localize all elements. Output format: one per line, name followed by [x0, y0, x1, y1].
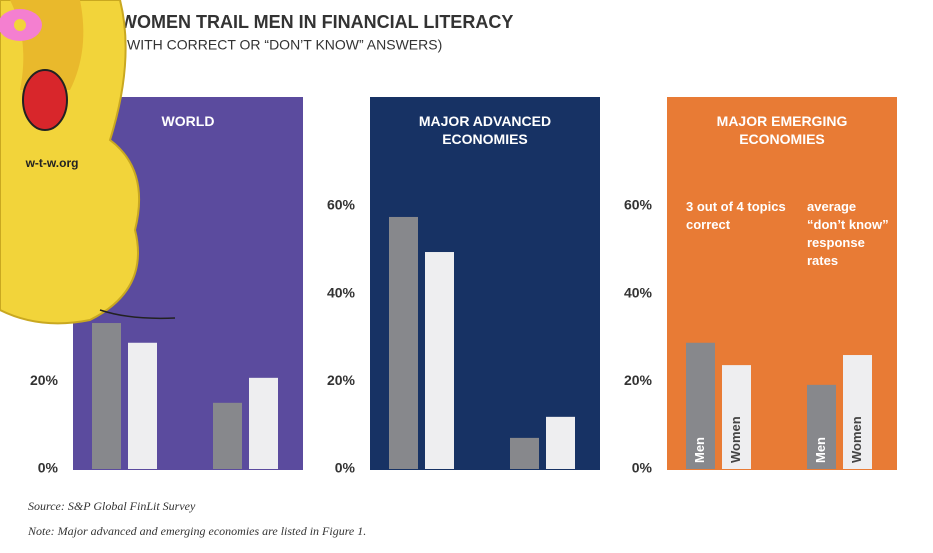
category-label: average “don’t know” response rates — [807, 199, 889, 268]
category-label: 3 out of 4 topics correct — [686, 199, 786, 232]
bar — [425, 252, 454, 469]
bar — [389, 216, 418, 469]
bar — [722, 365, 751, 469]
y-tick-label: 0% — [335, 460, 356, 476]
watermark: w-t-w.org — [25, 156, 79, 170]
note: Note: Major advanced and emerging econom… — [27, 524, 366, 538]
bar — [546, 416, 575, 469]
bar — [92, 323, 121, 469]
y-tick-label: 40% — [327, 284, 356, 300]
y-tick-label: 20% — [30, 372, 59, 388]
bar — [213, 402, 242, 469]
bar — [510, 437, 539, 469]
y-tick-label: 0% — [632, 460, 653, 476]
panel-title: MAJOR ADVANCED ECONOMIES — [418, 113, 552, 147]
cartoon-overlay: w-t-w.org — [0, 0, 176, 325]
source: Source: S&P Global FinLit Survey — [28, 499, 196, 513]
panel-title: MAJOR EMERGING ECONOMIES — [716, 113, 848, 147]
legend-label: Men — [692, 437, 707, 463]
bar — [843, 355, 872, 469]
bar — [807, 384, 836, 469]
y-tick-label: 60% — [327, 197, 356, 213]
y-tick-label: 0% — [38, 460, 59, 476]
legend-label: Women — [728, 416, 743, 463]
bar — [128, 342, 157, 469]
legend-label: Men — [813, 437, 828, 463]
y-tick-label: 20% — [327, 372, 356, 388]
y-tick-label: 60% — [624, 197, 653, 213]
chart-subtitle: (% WITH CORRECT OR “DON’T KNOW” ANSWERS) — [106, 37, 442, 53]
bar — [686, 342, 715, 469]
chart-title: WOMEN TRAIL MEN IN FINANCIAL LITERACY — [120, 12, 513, 32]
bar — [249, 377, 278, 469]
panel-title: WORLD — [161, 113, 215, 129]
y-tick-label: 40% — [624, 284, 653, 300]
y-tick-label: 20% — [624, 372, 653, 388]
legend-label: Women — [849, 416, 864, 463]
